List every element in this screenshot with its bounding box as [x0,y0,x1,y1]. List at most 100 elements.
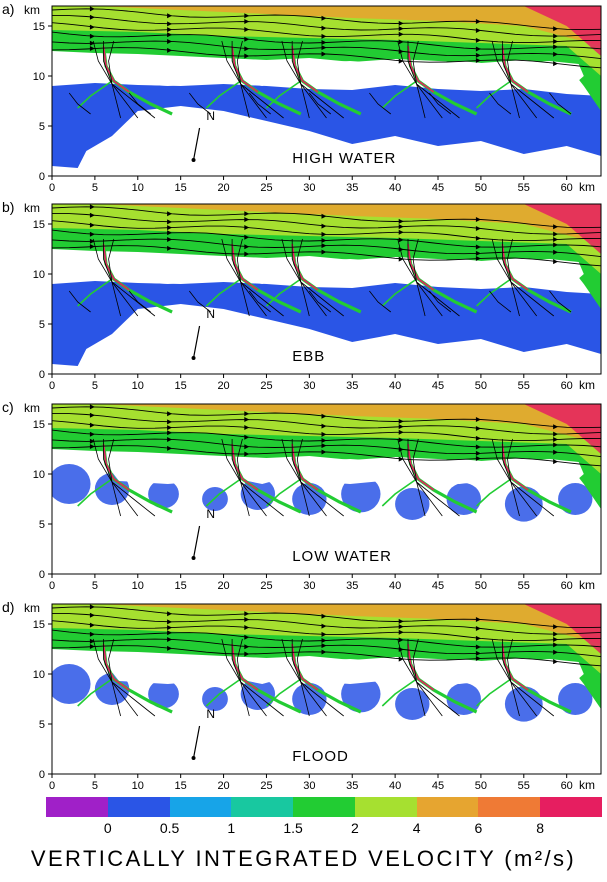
streamline-arrow [244,434,250,440]
streamline [52,612,601,635]
streamline-arrow [321,39,327,45]
flat-patch [504,486,543,522]
streamline-arrow [321,613,327,619]
panel-letter: a) [2,1,14,17]
x-tick-label: 10 [132,380,144,392]
streamline-arrow [398,437,404,443]
panel-d: 0 5 10 15 20 25 30 35 40 45 50 55 60 km 0 5 10 15 d) km N FLO… [0,598,607,796]
streamline [52,14,601,37]
streamline-arrow [167,636,173,642]
x-tick-label: 20 [217,380,229,392]
north-label: N [206,109,215,123]
streamline-arrow [553,51,559,57]
x-tick-label: 50 [475,580,487,592]
peak-zone [523,404,601,454]
streamline-arrow [398,429,404,435]
x-tick-label: 30 [303,380,315,392]
streamline [236,638,284,717]
streamline-arrow [244,225,250,231]
north-arrow-dot [191,158,196,162]
north-arrow [192,525,201,559]
streamline [52,406,601,429]
barrier-island [515,259,584,284]
streamline-arrow [321,213,327,219]
streamline [507,238,555,317]
channel-branch [381,678,418,707]
x-tick-label: 50 [475,380,487,392]
streamline-arrow [553,424,559,430]
streamline [429,92,452,115]
streamline [248,290,271,313]
y-tick-label: 5 [39,719,45,731]
map-area [52,6,601,176]
colorbar-swatch [231,797,294,817]
channel-branch [476,678,512,707]
x-tick-label: 20 [217,580,229,592]
streamline [52,220,601,242]
inlet-core [501,45,529,93]
streamline-arrow [89,631,95,637]
streamline [52,420,601,442]
streamline-arrow [321,231,327,237]
streamline-arrow [398,424,404,430]
north-arrow [192,725,201,759]
x-tick-label: 40 [389,780,401,792]
streamline [296,238,344,317]
colorbar-tick-label: 6 [474,820,483,836]
y-tick-label: 5 [39,519,45,531]
streamline-arrow [244,13,250,19]
inlet-core [501,243,529,291]
streamline-arrow [244,19,250,25]
streamline [308,290,332,313]
flat-patch [504,686,543,722]
streamline [68,290,91,313]
barrier-island [240,259,284,284]
channel-branch [381,80,418,109]
x-tick-label: 0 [49,380,55,392]
streamline [52,412,601,435]
panel-letter: b) [2,199,14,215]
flat-patch [341,475,381,513]
map-frame [51,603,602,775]
tidal-flat [52,281,601,366]
x-tick-label: 25 [260,182,272,194]
streamline-arrow [475,644,481,650]
streamline-arrow [398,31,404,37]
streamline-arrow [553,659,559,665]
y-tick-label: 5 [39,121,45,133]
map-area [52,604,601,774]
streamline [128,290,151,313]
streamline-arrow [398,618,404,624]
barrier-island [300,259,400,284]
colorbar-tick-label: 0 [103,820,112,836]
streamline [52,212,601,235]
inlet-core [501,643,529,691]
streamline-arrow [89,231,95,237]
streamline-arrow [321,45,327,51]
streamline-arrow [553,224,559,230]
streamline-arrow [398,229,404,235]
streamline-arrow [89,14,95,20]
inlet-core [291,643,319,691]
streamline-arrow [244,46,250,52]
streamline-arrow [89,404,95,410]
streamline [507,40,555,119]
panel-b: 0 5 10 15 20 25 30 35 40 45 50 55 60 km 0 5 10 15 b) km N EBB [0,198,607,396]
panel-unit: km [24,201,40,215]
streamline-arrow [553,437,559,443]
x-tick-label: 40 [389,380,401,392]
streamline-arrow [89,412,95,418]
streamline-arrow [475,444,481,450]
streamline [108,438,156,517]
channel-branch [205,478,242,507]
colorbar-tick-label: 4 [412,820,421,836]
x-tick-label: 60 [561,380,573,392]
tide-state-label: EBB [292,348,325,365]
x-tick-label: 45 [432,182,444,194]
x-tick-label: 55 [518,780,530,792]
streamline-arrow [244,451,250,457]
barrier-island [112,459,224,484]
barrier-island [420,61,499,86]
channel-branch [265,678,302,707]
colorbar-swatch [416,797,479,817]
